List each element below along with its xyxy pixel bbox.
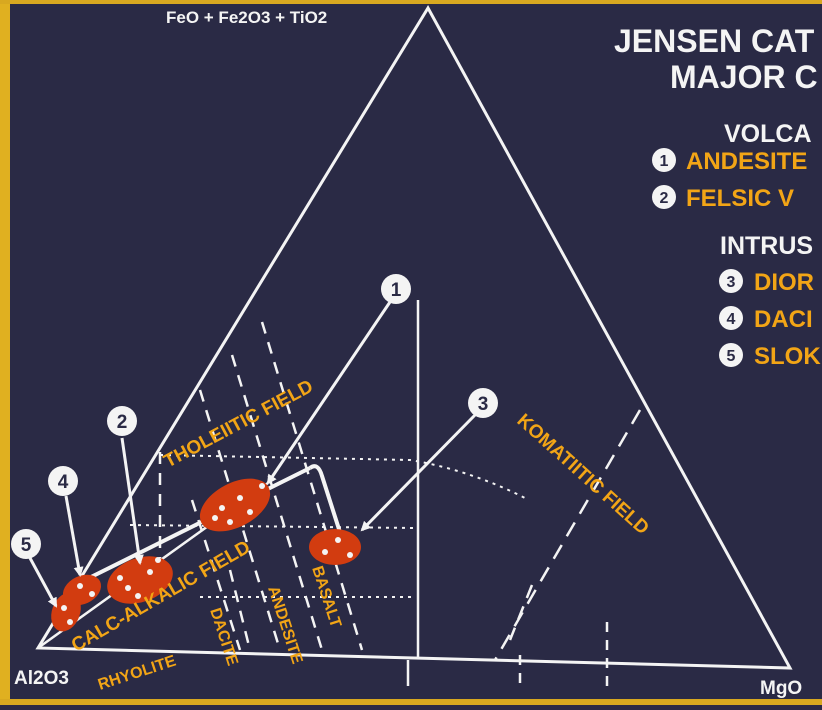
- callout-arrows: [28, 301, 477, 608]
- legend-5-num: 5: [727, 348, 736, 365]
- sample-field-diorite: [309, 529, 361, 565]
- legend-2-label: FELSIC V: [686, 185, 794, 212]
- callout-2-num: 2: [117, 412, 128, 433]
- legend-2-marker: [652, 185, 676, 209]
- division-line-6: [228, 569, 252, 651]
- sample-field-slok: [51, 592, 81, 632]
- arrow-3: [360, 413, 477, 532]
- sample-fields: [51, 478, 361, 632]
- callout-4-num: 4: [58, 472, 69, 493]
- callout-5-circle: [11, 529, 41, 559]
- apex-top-label: FeO + Fe2O3 + TiO2: [166, 8, 327, 27]
- division-line-5: [190, 499, 242, 651]
- legend-volcanic-heading: VOLCA: [724, 120, 812, 148]
- callout-markers: 1 2 3 4 5: [11, 274, 498, 559]
- arrow-4: [64, 495, 84, 577]
- boundary-bend: [308, 464, 347, 549]
- callout-5-num: 5: [21, 535, 32, 556]
- slide-border-top: [0, 0, 822, 4]
- apex-left-label: Al2O3: [14, 668, 69, 689]
- callout-4-circle: [48, 466, 78, 496]
- ternary-triangle: [35, 5, 793, 670]
- arrow-5: [28, 557, 58, 608]
- apex-right-label: MgO: [760, 678, 802, 699]
- legend-4-marker: [719, 306, 743, 330]
- slide-title-line2: MAJOR C: [670, 59, 818, 95]
- legend-2-num: 2: [660, 190, 669, 207]
- legend: VOLCA 1 ANDESITE 2 FELSIC V INTRUS 3 DIO…: [652, 120, 821, 370]
- legend-4-label: DACI: [754, 306, 813, 333]
- legend-4-num: 4: [727, 311, 736, 328]
- callout-1-num: 1: [391, 280, 402, 301]
- slide-border-left: [0, 0, 10, 705]
- callout-3-circle: [468, 388, 498, 418]
- slide-border-bottom: [0, 699, 822, 705]
- slide-title-line1: JENSEN CAT: [614, 23, 815, 59]
- legend-1-label: ANDESITE: [686, 148, 807, 175]
- legend-1-num: 1: [660, 153, 669, 170]
- callout-3-num: 3: [478, 394, 489, 415]
- legend-intrusive-heading: INTRUS: [720, 232, 813, 260]
- callout-1-circle: [381, 274, 411, 304]
- legend-5-marker: [719, 343, 743, 367]
- legend-1-marker: [652, 148, 676, 172]
- legend-3-marker: [719, 269, 743, 293]
- legend-5-label: SLOK: [754, 343, 821, 370]
- sample-points: [61, 483, 353, 625]
- dotted-line-upper: [159, 454, 526, 499]
- callout-2-circle: [107, 406, 137, 436]
- komatiite-division-2: [508, 584, 534, 641]
- arrow-1: [266, 301, 392, 485]
- division-line-2: [230, 354, 324, 651]
- arrow-2: [120, 437, 144, 565]
- legend-3-label: DIOR: [754, 269, 814, 296]
- division-line-3: [260, 321, 364, 651]
- legend-3-num: 3: [727, 274, 736, 291]
- sample-field-felsic: [107, 556, 173, 604]
